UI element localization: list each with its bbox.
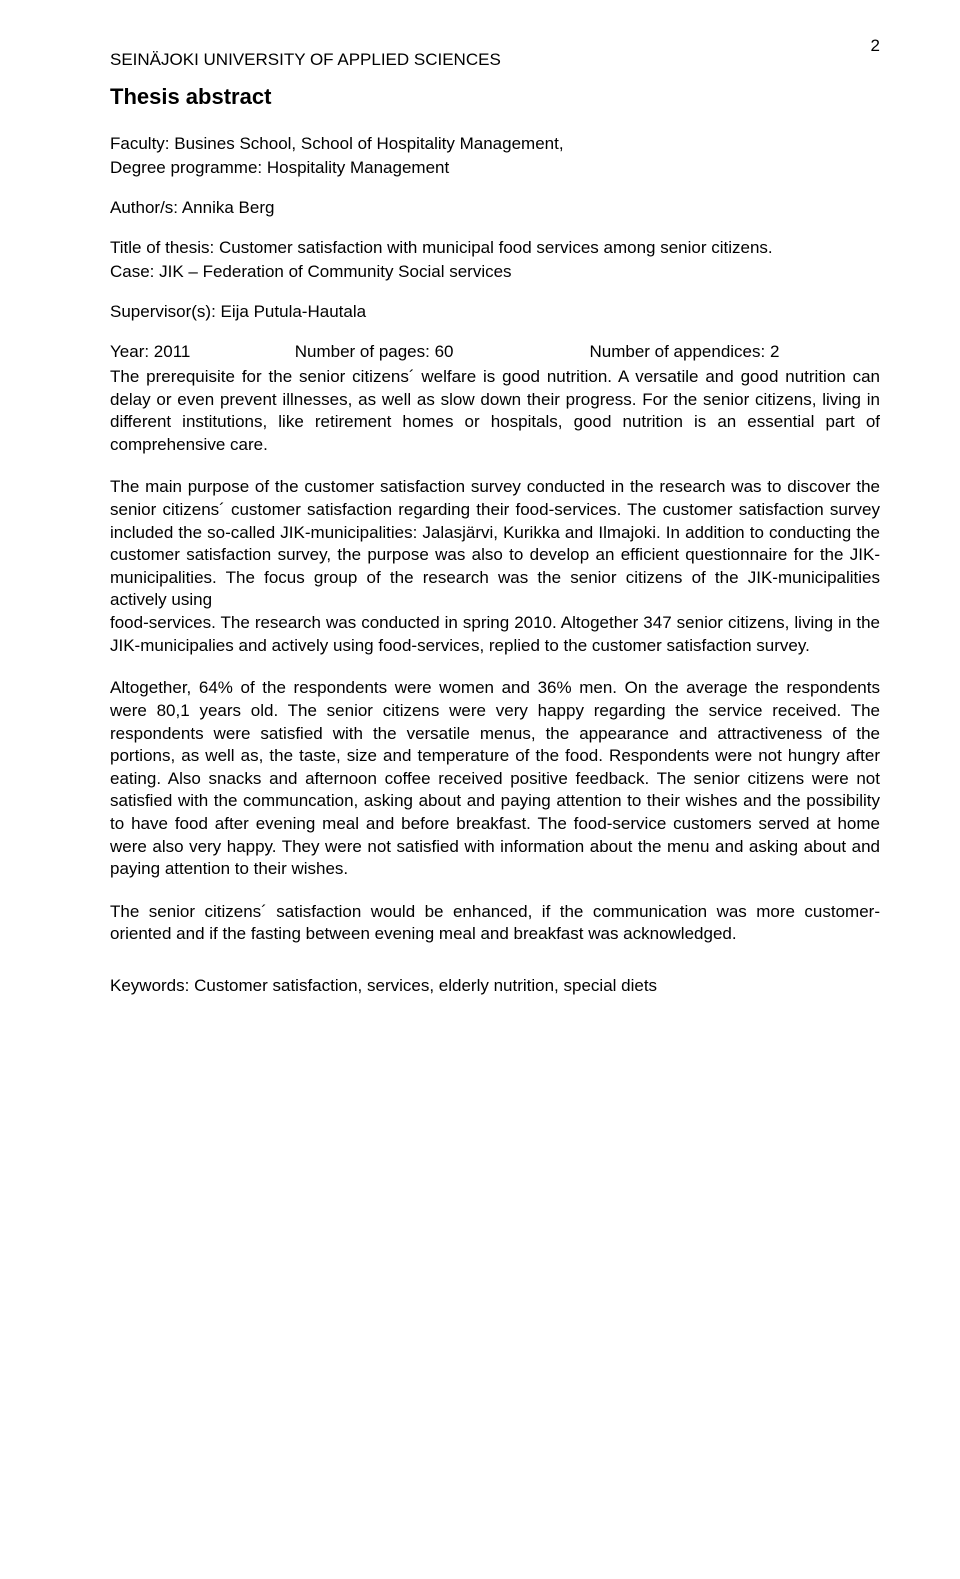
supervisor-line: Supervisor(s): Eija Putula-Hautala — [110, 302, 880, 322]
thesis-title-block: Title of thesis: Customer satisfaction w… — [110, 238, 880, 282]
abstract-paragraph-2a: The main purpose of the customer satisfa… — [110, 476, 880, 612]
supervisor-block: Supervisor(s): Eija Putula-Hautala — [110, 302, 880, 322]
keywords-line: Keywords: Customer satisfaction, service… — [110, 976, 880, 996]
year-label: Year: 2011 — [110, 342, 290, 362]
faculty-block: Faculty: Busines School, School of Hospi… — [110, 134, 880, 178]
document-page: 2 SEINÄJOKI UNIVERSITY OF APPLIED SCIENC… — [0, 0, 960, 1579]
year-pages-row: Year: 2011 Number of pages: 60 Number of… — [110, 342, 880, 362]
author-block: Author/s: Annika Berg — [110, 198, 880, 218]
abstract-paragraph-4: The senior citizens´ satisfaction would … — [110, 901, 880, 946]
author-line: Author/s: Annika Berg — [110, 198, 880, 218]
degree-line: Degree programme: Hospitality Management — [110, 158, 880, 178]
appendices-label: Number of appendices: 2 — [589, 342, 779, 362]
pages-label: Number of pages: 60 — [295, 342, 585, 362]
page-number: 2 — [871, 36, 880, 56]
document-title: Thesis abstract — [110, 84, 880, 110]
institution-name: SEINÄJOKI UNIVERSITY OF APPLIED SCIENCES — [110, 50, 880, 70]
thesis-title-line-1: Title of thesis: Customer satisfaction w… — [110, 238, 880, 258]
thesis-title-line-2: Case: JIK – Federation of Community Soci… — [110, 262, 880, 282]
faculty-line: Faculty: Busines School, School of Hospi… — [110, 134, 880, 154]
abstract-paragraph-1: The prerequisite for the senior citizens… — [110, 366, 880, 456]
abstract-paragraph-2b: food-services. The research was conducte… — [110, 612, 880, 657]
abstract-paragraph-3: Altogether, 64% of the respondents were … — [110, 677, 880, 880]
